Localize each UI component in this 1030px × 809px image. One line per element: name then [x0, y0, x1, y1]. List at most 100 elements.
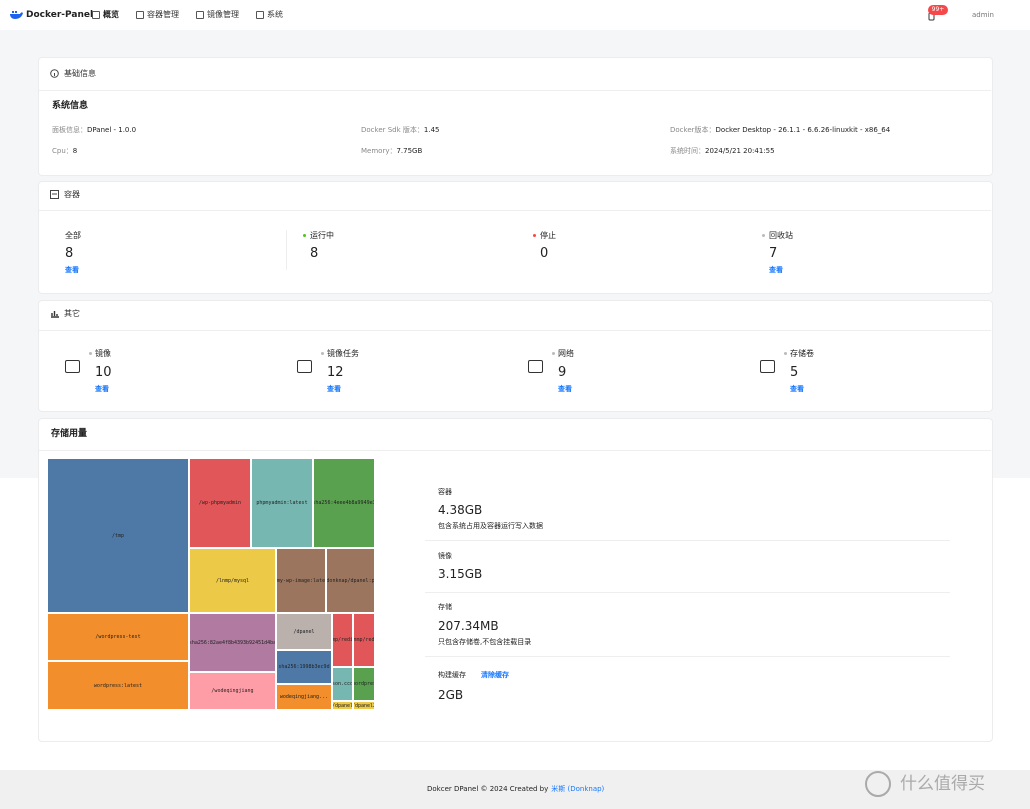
view-link[interactable]: 查看: [769, 266, 783, 274]
separator: [425, 656, 950, 657]
stat-label: 网络: [558, 349, 574, 358]
treemap-cell: /lnmp/redis:l: [332, 613, 353, 667]
stat-value: 8: [310, 246, 319, 261]
separator: [425, 592, 950, 593]
status-dot: [89, 352, 92, 355]
separator: [39, 210, 991, 211]
treemap-cell: /tmp: [47, 458, 189, 613]
section-title: 系统信息: [52, 101, 89, 111]
info-label: Docker版本：: [670, 126, 716, 134]
stat-label: 全部: [65, 231, 81, 240]
stat-icon: [760, 360, 775, 373]
stat-icon: [297, 360, 312, 373]
treemap-cell: /wodeqingjiang: [189, 672, 276, 710]
treemap-cell: wordpress:latest: [47, 661, 189, 710]
stat-label: 存储卷: [790, 349, 814, 358]
menu-item[interactable]: 概览: [103, 10, 119, 19]
stat-value: 0: [540, 246, 549, 261]
info-value: 8: [72, 147, 78, 155]
menu-icon: [256, 11, 264, 19]
stat-value: 5: [790, 365, 799, 380]
info-icon: [50, 69, 59, 78]
other-card: [38, 300, 993, 412]
treemap-cell: my-wp-image:late: [276, 548, 326, 613]
treemap-cell: donknap/dpanel:p: [326, 548, 375, 613]
footer-text: Dokcer DPanel © 2024 Created by: [427, 785, 549, 793]
info-value: 2024/5/21 20:41:55: [705, 147, 775, 155]
watermark-icon: [865, 771, 891, 797]
info-value: 7.75GB: [396, 147, 423, 155]
basic-card: [38, 57, 993, 176]
clear-link[interactable]: 清除缓存: [481, 671, 509, 679]
separator: [39, 330, 991, 331]
storage-value: 3.15GB: [438, 567, 483, 581]
info-label: 系统时间：: [670, 147, 705, 155]
storage-label: 镜像: [438, 552, 452, 560]
status-dot: [762, 234, 765, 237]
info-label: 面板信息：: [52, 126, 87, 134]
treemap-cell: /dpanel: [276, 613, 332, 650]
treemap-cell: sha256:4eee4b8a9949e3: [313, 458, 375, 548]
storage-label: 容器: [438, 488, 452, 496]
storage-value: 207.34MB: [438, 619, 499, 633]
status-dot: [552, 352, 555, 355]
card-header: 容器: [64, 190, 80, 199]
info-value: Docker Desktop - 26.1.1 - 6.6.26-linuxki…: [715, 126, 891, 134]
info-label: Cpu：: [52, 147, 73, 155]
treemap-cell: /dpanel2: [353, 701, 375, 710]
status-dot: [303, 234, 306, 237]
user[interactable]: admin: [972, 11, 994, 19]
view-link[interactable]: 查看: [327, 385, 341, 393]
container-card: [38, 181, 993, 294]
stat-icon: [65, 360, 80, 373]
treemap-cell: /dpanel: [332, 701, 353, 710]
logo-icon: [10, 11, 23, 19]
storage-note: 包含系统占用及容器运行写入数据: [438, 522, 543, 530]
card-header: 基础信息: [64, 69, 96, 78]
stat-value: 8: [65, 246, 74, 261]
stat-label: 停止: [540, 231, 556, 240]
chart-icon: [51, 311, 59, 318]
treemap-cell: phpmyadmin:latest: [251, 458, 313, 548]
treemap-cell: wodeqingjiang...: [276, 684, 332, 710]
view-link[interactable]: 查看: [65, 266, 79, 274]
menu-icon: [92, 11, 100, 19]
treemap-cell: wordpres: [353, 667, 375, 701]
treemap-cell: /wp-phpmyadmin: [189, 458, 251, 548]
menu-item[interactable]: 系统: [267, 10, 283, 19]
stat-icon: [528, 360, 543, 373]
stat-label: 镜像: [95, 349, 111, 358]
status-dot: [784, 352, 787, 355]
storage-note: 只包含存储卷,不包含挂载目录: [438, 638, 532, 646]
view-link[interactable]: 查看: [790, 385, 804, 393]
footer: [0, 770, 1030, 809]
info-value: DPanel - 1.0.0: [87, 126, 137, 134]
treemap-cell: /lnmp/redis: [353, 613, 375, 667]
footer-author[interactable]: 米斯 (Donknap): [551, 785, 605, 793]
separator: [39, 90, 991, 91]
menu-item[interactable]: 容器管理: [147, 10, 179, 19]
stat-label: 镜像任务: [327, 349, 359, 358]
treemap-cell: /lnmp/mysql: [189, 548, 276, 613]
view-link[interactable]: 查看: [558, 385, 572, 393]
storage-value: 4.38GB: [438, 503, 483, 517]
stat-value: 12: [327, 365, 344, 380]
treemap-cell: sha256:82ae4f8b4393b92451d4ba: [189, 613, 276, 672]
view-link[interactable]: 查看: [95, 385, 109, 393]
separator: [425, 540, 950, 541]
status-dot: [321, 352, 324, 355]
stat-value: 7: [769, 246, 778, 261]
brand: Docker-Panel: [26, 10, 94, 20]
stat-label: 运行中: [310, 231, 334, 240]
storage-label: 构建缓存: [438, 671, 466, 679]
separator: [39, 450, 991, 451]
card-header: 其它: [64, 309, 80, 318]
status-dot: [533, 234, 536, 237]
treemap-cell: son.cco: [332, 667, 353, 701]
treemap-cell: sha256:1998b3ec9d: [276, 650, 332, 684]
info-label: Memory：: [361, 147, 397, 155]
menu-item[interactable]: 镜像管理: [207, 10, 239, 19]
storage-label: 存储: [438, 603, 452, 611]
stat-value: 9: [558, 365, 567, 380]
